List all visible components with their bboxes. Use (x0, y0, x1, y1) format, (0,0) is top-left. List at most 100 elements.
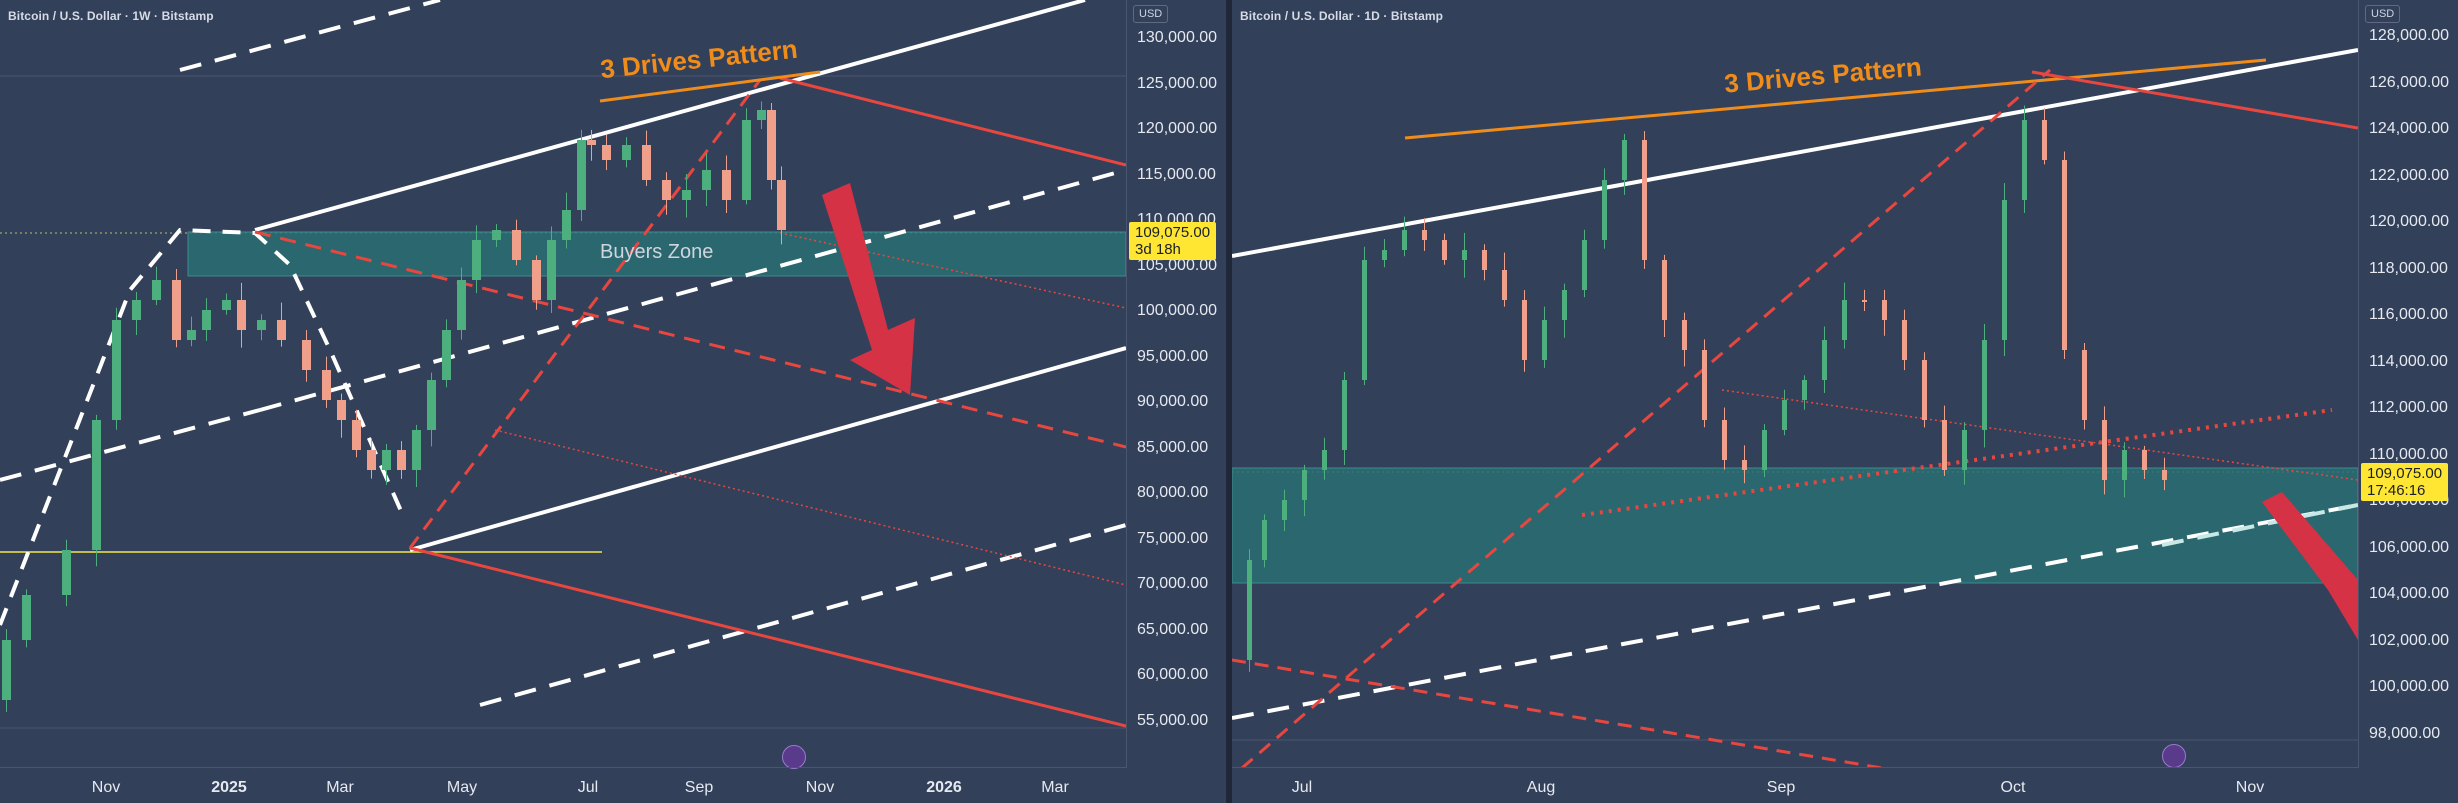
daily-candle (1422, 230, 1427, 240)
daily-candle (1742, 460, 1747, 470)
weekly-price-tick: 60,000.00 (1137, 666, 1209, 683)
weekly-candle (722, 170, 731, 200)
weekly-price-tick: 70,000.00 (1137, 575, 1209, 592)
daily-candle (1882, 300, 1887, 320)
daily-time-tick: Nov (2235, 779, 2265, 796)
weekly-candle (472, 240, 481, 280)
weekly-candle (622, 145, 631, 160)
daily-candle (1922, 360, 1927, 420)
weekly-price-tick: 90,000.00 (1137, 393, 1209, 410)
weekly-candle (777, 180, 786, 230)
weekly-time-tick: 2026 (926, 779, 962, 796)
daily-time-axis[interactable]: Jul Aug Sep Oct Nov (1232, 767, 2358, 803)
daily-candle (2022, 120, 2027, 200)
daily-candle (1562, 290, 1567, 320)
daily-price-tick: 120,000.00 (2369, 213, 2450, 230)
weekly-candle (237, 300, 246, 330)
weekly-currency-label: USD (1133, 5, 1169, 23)
daily-candle (1362, 260, 1367, 380)
daily-price-axis[interactable]: USD 128,000.00 126,000.00 124,000.00 122,00… (2358, 0, 2458, 768)
daily-candle (2042, 120, 2047, 160)
buyers-zone-label: Buyers Zone (600, 241, 714, 263)
weekly-candle (702, 170, 711, 190)
weekly-candle (277, 320, 286, 340)
daily-chart-canvas[interactable] (1232, 0, 2358, 768)
daily-candle (1942, 420, 1947, 470)
weekly-price-tick: 55,000.00 (1137, 711, 1209, 729)
weekly-candle (302, 340, 311, 370)
daily-price-tick: 122,000.00 (2369, 166, 2450, 184)
daily-candle (2162, 470, 2167, 480)
daily-candle (1842, 300, 1847, 340)
weekly-candle (457, 280, 466, 330)
daily-candle (1462, 250, 1467, 260)
weekly-candle (532, 260, 541, 300)
weekly-candle (602, 145, 611, 160)
weekly-candle (742, 120, 751, 200)
weekly-current-price: 109,075.00 (1135, 224, 1211, 241)
weekly-current-price-badge: 109,075.00 3d 18h (1129, 222, 1217, 260)
weekly-chart-pane[interactable]: Bitcoin / U.S. Dollar · 1W · Bitstamp 3 … (0, 0, 1226, 803)
daily-candle (1822, 340, 1827, 380)
weekly-chart-title: Bitcoin / U.S. Dollar · 1W · Bitstamp (8, 9, 214, 23)
daily-chart-pane[interactable]: Bitcoin / U.S. Dollar · 1D · Bitstamp 3 … (1232, 0, 2458, 803)
weekly-candle (547, 240, 556, 300)
weekly-candle (757, 110, 766, 120)
weekly-candle (2, 640, 11, 700)
daily-candle (1802, 380, 1807, 400)
daily-candle (1482, 250, 1487, 270)
daily-price-tick: 106,000.00 (2369, 538, 2450, 556)
daily-price-tick: 110,000.00 (2369, 445, 2448, 463)
weekly-candle (412, 430, 421, 470)
weekly-candle (352, 420, 361, 450)
weekly-price-tick: 95,000.00 (1137, 347, 1209, 365)
daily-candle (1682, 320, 1687, 350)
weekly-candle (442, 330, 451, 380)
daily-candle (1782, 400, 1787, 430)
weekly-time-tick: Jul (577, 779, 599, 796)
weekly-candle (62, 550, 71, 595)
weekly-price-tick: 80,000.00 (1137, 484, 1209, 501)
pane-divider[interactable] (1226, 0, 1232, 803)
daily-candle (1342, 380, 1347, 450)
daily-projection-arrow (2262, 492, 2358, 640)
weekly-price-axis[interactable]: USD 130,000.00 125,000.00 120,000.00 115,00… (1126, 0, 1226, 768)
weekly-candle (152, 280, 161, 300)
tradingview-logo-icon (2162, 744, 2186, 768)
weekly-time-tick: May (446, 779, 478, 796)
weekly-candle (562, 210, 571, 240)
daily-candle (1982, 340, 1987, 430)
daily-candle (1522, 300, 1527, 360)
daily-candle (1662, 260, 1667, 320)
daily-candle (1442, 240, 1447, 260)
weekly-candle (382, 450, 391, 470)
daily-price-tick: 98,000.00 (2369, 724, 2441, 742)
weekly-candle (662, 180, 671, 200)
daily-candle (1542, 320, 1547, 360)
weekly-time-tick: Mar (326, 779, 354, 796)
daily-current-price: 109,075.00 (2367, 465, 2443, 482)
projection-arrow (822, 183, 915, 395)
weekly-candle (112, 320, 121, 420)
daily-candle (1282, 500, 1287, 520)
weekly-time-axis[interactable]: Nov 2025 Mar May Jul Sep Nov 2026 Mar (0, 767, 1126, 803)
weekly-time-tick: Nov (805, 779, 835, 796)
weekly-candle (132, 300, 141, 320)
daily-candle (1382, 250, 1387, 260)
daily-candle (2102, 420, 2107, 480)
weekly-price-tick: 65,000.00 (1137, 620, 1209, 638)
daily-bar-countdown: 17:46:16 (2367, 482, 2426, 499)
weekly-time-tick: Mar (1041, 779, 1069, 796)
weekly-chart-canvas[interactable] (0, 0, 1126, 768)
daily-chart-title: Bitcoin / U.S. Dollar · 1D · Bitstamp (1240, 9, 1444, 23)
weekly-time-tick: Nov (91, 779, 121, 796)
weekly-bar-countdown: 3d 18h (1135, 241, 1181, 258)
daily-time-tick: Sep (1766, 779, 1796, 796)
weekly-candle (22, 595, 31, 640)
weekly-price-tick: 85,000.00 (1137, 438, 1209, 456)
weekly-price-tick: 100,000.00 (1137, 302, 1218, 319)
daily-candle (1302, 470, 1307, 500)
daily-candle (2142, 450, 2147, 470)
daily-candle (1602, 180, 1607, 240)
daily-time-tick: Jul (1291, 779, 1313, 796)
